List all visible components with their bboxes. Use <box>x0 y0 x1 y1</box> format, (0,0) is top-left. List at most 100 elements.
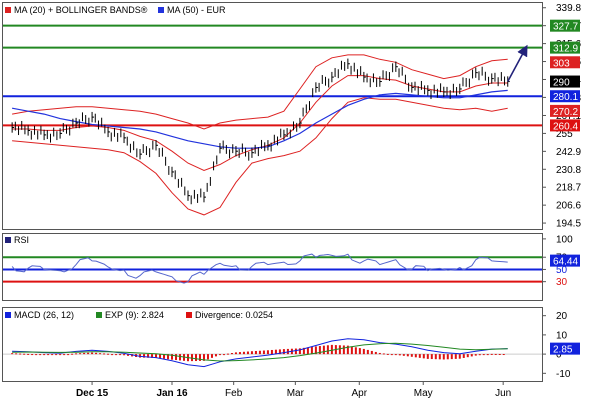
macd-divergence-bar <box>350 346 353 355</box>
macd-divergence-bar <box>19 353 22 355</box>
legend-label-exp: EXP (9): 2.824 <box>105 310 164 320</box>
macd-series-exp-9 <box>12 342 508 362</box>
macd-divergence-bar <box>15 353 18 355</box>
price-series-bollinger-upper <box>12 54 508 130</box>
macd-divergence-bar <box>502 354 505 356</box>
macd-divergence-bar <box>474 354 477 356</box>
macd-divergence-bar <box>422 354 425 359</box>
macd-divergence-bar <box>95 352 98 355</box>
macd-divergence-bar <box>198 354 201 361</box>
price-series-bollinger-lower <box>12 97 508 216</box>
macd-divergence-bar <box>382 353 385 355</box>
macd-divergence-bar <box>27 353 30 355</box>
macd-value-badge <box>550 342 580 355</box>
macd-divergence-bar <box>438 354 441 360</box>
macd-divergence-bar <box>434 354 437 360</box>
price-value-badge-label: 270.2 <box>553 107 578 118</box>
macd-divergence-bar <box>39 354 42 356</box>
price-y-tick-label: 242.9 <box>556 147 581 158</box>
macd-divergence-bar <box>426 354 429 359</box>
macd-divergence-bar <box>402 354 405 356</box>
macd-divergence-bar <box>119 354 122 356</box>
macd-divergence-bar <box>171 354 174 360</box>
macd-divergence-bar <box>190 354 193 362</box>
legend-label-macd: MACD (26, 12) <box>14 310 74 320</box>
macd-divergence-bar <box>450 354 453 360</box>
rsi-y-tick-label: 100 <box>556 234 573 245</box>
macd-divergence-bar <box>298 348 301 355</box>
macd-divergence-bar <box>163 354 166 359</box>
price-value-badge-label: 303 <box>553 58 570 69</box>
macd-divergence-bar <box>342 345 345 355</box>
macd-divergence-bar <box>478 354 481 356</box>
price-y-tick-label: 255 <box>556 129 573 140</box>
price-legend: MA (20) + BOLLINGER BANDS® MA (50) - EUR <box>5 5 226 15</box>
x-tick-label: Jan 16 <box>156 388 188 399</box>
rsi-panel <box>2 233 543 301</box>
macd-divergence-bar <box>466 354 469 358</box>
price-value-badge <box>550 19 580 32</box>
macd-divergence-bar <box>35 354 38 356</box>
macd-divergence-bar <box>494 353 497 355</box>
macd-divergence-bar <box>67 354 70 356</box>
x-tick-label: Jun <box>495 388 511 399</box>
price-series-ma-50 <box>11 89 508 149</box>
rsi-y-tick-label: 30 <box>556 277 568 288</box>
legend-swatch-rsi <box>5 237 11 243</box>
macd-divergence-bar <box>330 344 333 355</box>
price-value-badge <box>550 75 580 88</box>
macd-divergence-bar <box>254 350 257 355</box>
macd-divergence-bar <box>75 353 78 355</box>
macd-divergence-bar <box>406 354 409 357</box>
macd-divergence-bar <box>262 350 265 355</box>
macd-divergence-bar <box>107 353 110 355</box>
macd-divergence-bar <box>91 352 94 355</box>
macd-series-macd <box>12 338 508 368</box>
legend-label-rsi: RSI <box>14 235 29 245</box>
price-value-badge <box>550 41 580 54</box>
macd-divergence-bar <box>442 354 445 360</box>
price-y-tick-label: 206.6 <box>556 201 581 212</box>
macd-value-badge-label: 2.85 <box>553 345 573 356</box>
macd-divergence-bar <box>147 354 150 358</box>
macd-divergence-bar <box>314 346 317 355</box>
x-tick-label: Apr <box>352 388 368 399</box>
macd-divergence-bar <box>23 353 26 355</box>
macd-y-tick-label: -10 <box>556 369 571 380</box>
macd-divergence-bar <box>43 354 46 356</box>
legend-label-ma20: MA (20) + BOLLINGER BANDS® <box>14 5 148 15</box>
macd-divergence-bar <box>71 353 74 355</box>
macd-divergence-bar <box>366 349 369 355</box>
macd-divergence-bar <box>234 352 237 355</box>
macd-divergence-bar <box>242 351 245 355</box>
macd-divergence-bar <box>410 354 413 357</box>
macd-divergence-bar <box>246 351 249 355</box>
macd-divergence-bar <box>278 349 281 355</box>
macd-divergence-bar <box>454 354 457 359</box>
macd-divergence-bar <box>390 354 393 356</box>
legend-swatch-exp <box>96 312 102 318</box>
macd-divergence-bar <box>338 345 341 355</box>
macd-divergence-bar <box>294 348 297 355</box>
x-tick-label: Mar <box>287 388 305 399</box>
macd-divergence-bar <box>123 354 126 356</box>
rsi-y-tick-label: 50 <box>556 265 568 276</box>
rsi-line <box>11 253 508 284</box>
macd-divergence-bar <box>266 350 269 355</box>
macd-divergence-bar <box>462 354 465 358</box>
price-value-badge-label: 280.1 <box>553 92 578 103</box>
price-value-badge <box>550 56 580 69</box>
rsi-value-badge <box>550 254 580 267</box>
macd-divergence-bar <box>103 353 106 355</box>
macd-divergence-bar <box>458 354 461 359</box>
macd-divergence-bar <box>47 354 50 356</box>
macd-divergence-bar <box>143 354 146 358</box>
price-value-badge-label: 290 <box>553 78 570 89</box>
macd-divergence-bar <box>167 354 170 360</box>
macd-divergence-bar <box>222 354 225 356</box>
macd-divergence-bar <box>470 354 473 357</box>
x-tick-label: Feb <box>225 388 243 399</box>
macd-divergence-bar <box>111 354 114 356</box>
macd-divergence-bar <box>346 345 349 355</box>
